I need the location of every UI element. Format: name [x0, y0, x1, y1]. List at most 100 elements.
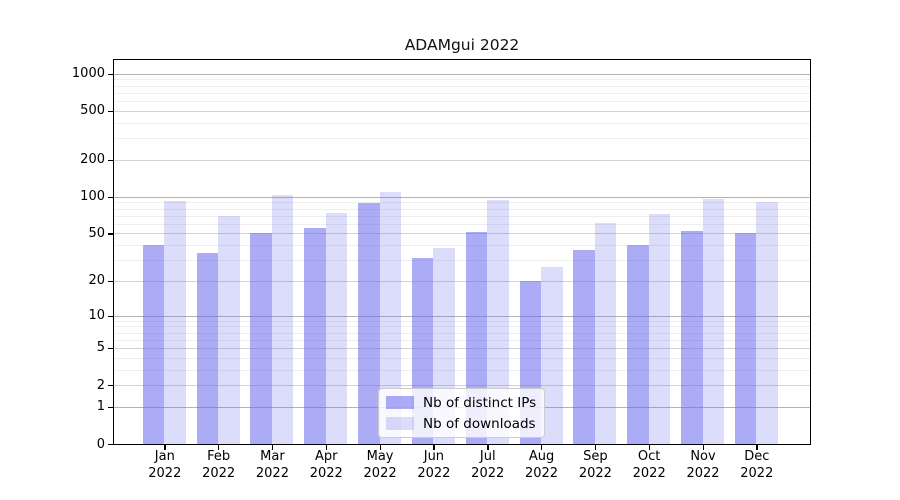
- gridline-100: [114, 196, 810, 198]
- y-tick-mark-0: [108, 444, 113, 446]
- gridline-7: [114, 332, 810, 334]
- bar-downloads-mar: [271, 195, 294, 444]
- y-tick-mark-5: [108, 347, 113, 350]
- x-tick-label-feb: Feb 2022: [202, 449, 236, 481]
- x-tick-label-apr: Apr 2022: [309, 449, 343, 481]
- x-tick-mark-aug: [541, 445, 543, 450]
- gridline-6: [114, 339, 810, 341]
- gridline-80: [114, 208, 810, 210]
- y-tick-label-0: 0: [96, 436, 105, 452]
- x-tick-mark-jun: [433, 445, 435, 450]
- bar-distinct-ips-apr: [304, 228, 326, 444]
- chart-title: ADAMgui 2022: [404, 36, 520, 54]
- bar-downloads-nov: [702, 199, 724, 444]
- gridline-60: [114, 223, 810, 225]
- gridline-40: [114, 244, 810, 246]
- x-tick-mark-sep: [594, 445, 597, 450]
- bar-distinct-ips-mar: [250, 233, 272, 444]
- y-tick-mark-10: [108, 315, 113, 317]
- gridline-20: [114, 280, 810, 282]
- y-tick-label-10: 10: [88, 308, 105, 323]
- y-tick-mark-1: [108, 406, 113, 409]
- bar-downloads-feb: [218, 215, 240, 444]
- x-tick-mark-mar: [271, 445, 274, 450]
- y-tick-mark-100: [108, 196, 113, 198]
- gridline-70: [114, 215, 810, 217]
- x-tick-label-jul: Jul 2022: [471, 449, 505, 481]
- y-tick-mark-50: [108, 233, 113, 235]
- gridline-2: [114, 385, 810, 387]
- legend-label-downloads: Nb of downloads: [423, 415, 536, 432]
- bar-downloads-oct: [648, 214, 671, 444]
- gridline-300: [114, 138, 810, 140]
- y-tick-label-5: 5: [96, 340, 105, 356]
- gridline-30: [114, 259, 810, 261]
- x-tick-label-sep: Sep 2022: [578, 449, 612, 481]
- y-tick-mark-2: [108, 385, 113, 387]
- plot-area: [113, 59, 811, 445]
- legend-label-distinct-ips: Nb of distinct IPs: [423, 394, 537, 411]
- legend-item-downloads: Nb of downloads: [386, 415, 544, 433]
- y-tick-mark-200: [108, 159, 113, 162]
- x-tick-label-may: May 2022: [363, 449, 397, 481]
- y-tick-label-2: 2: [96, 377, 105, 393]
- x-tick-mark-nov: [702, 445, 704, 450]
- gridline-4: [114, 357, 810, 359]
- gridline-8: [114, 326, 810, 328]
- x-tick-mark-jan: [164, 445, 166, 450]
- x-tick-label-mar: Mar 2022: [255, 449, 289, 481]
- y-tick-mark-500: [108, 110, 113, 113]
- y-tick-label-100: 100: [80, 189, 105, 205]
- x-tick-mark-apr: [325, 445, 328, 450]
- x-tick-mark-feb: [218, 445, 220, 450]
- legend: Nb of distinct IPs Nb of downloads: [378, 388, 545, 438]
- x-tick-mark-may: [379, 445, 381, 450]
- y-tick-label-200: 200: [80, 152, 105, 168]
- bar-distinct-ips-sep: [573, 250, 595, 444]
- gridline-800: [114, 85, 810, 87]
- x-tick-mark-dec: [756, 445, 758, 450]
- legend-swatch-distinct-ips: [386, 396, 414, 409]
- y-tick-label-50: 50: [88, 225, 105, 241]
- bar-downloads-aug: [541, 267, 563, 444]
- x-tick-mark-jul: [487, 445, 489, 450]
- bar-downloads-may: [379, 191, 402, 444]
- bar-distinct-ips-may: [358, 202, 380, 444]
- gridline-600: [114, 101, 810, 103]
- gridline-5: [114, 347, 810, 349]
- gridline-400: [114, 122, 810, 124]
- gridline-700: [114, 92, 810, 94]
- y-tick-mark-1000: [108, 73, 113, 76]
- gridline-500: [114, 110, 810, 112]
- bar-downloads-jul: [487, 199, 509, 444]
- bar-distinct-ips-jan: [142, 244, 165, 444]
- gridline-90: [114, 202, 810, 204]
- x-tick-label-jun: Jun 2022: [417, 449, 451, 481]
- bar-downloads-apr: [325, 212, 348, 444]
- gridline-3: [114, 369, 810, 371]
- legend-item-distinct-ips: Nb of distinct IPs: [386, 394, 544, 412]
- y-tick-label-500: 500: [80, 103, 105, 119]
- legend-swatch-downloads: [386, 417, 414, 430]
- y-tick-label-20: 20: [88, 273, 105, 289]
- x-tick-label-aug: Aug 2022: [524, 449, 559, 481]
- x-tick-mark-oct: [648, 445, 650, 450]
- gridline-200: [114, 159, 810, 161]
- bar-distinct-ips-dec: [734, 233, 757, 444]
- gridline-10: [114, 315, 810, 317]
- bar-downloads-sep: [594, 222, 617, 444]
- gridline-9: [114, 320, 810, 322]
- x-tick-label-dec: Dec 2022: [740, 449, 774, 481]
- x-tick-label-nov: Nov 2022: [686, 449, 720, 481]
- bar-distinct-ips-nov: [681, 231, 703, 444]
- gridline-50: [114, 233, 810, 235]
- x-tick-label-oct: Oct 2022: [632, 449, 666, 481]
- bar-downloads-jan: [164, 200, 186, 444]
- bar-downloads-dec: [756, 201, 778, 444]
- x-tick-label-jan: Jan 2022: [148, 449, 182, 481]
- y-tick-label-1: 1: [96, 399, 105, 415]
- gridline-1000: [114, 73, 810, 75]
- y-tick-mark-20: [108, 280, 113, 283]
- gridline-900: [114, 79, 810, 81]
